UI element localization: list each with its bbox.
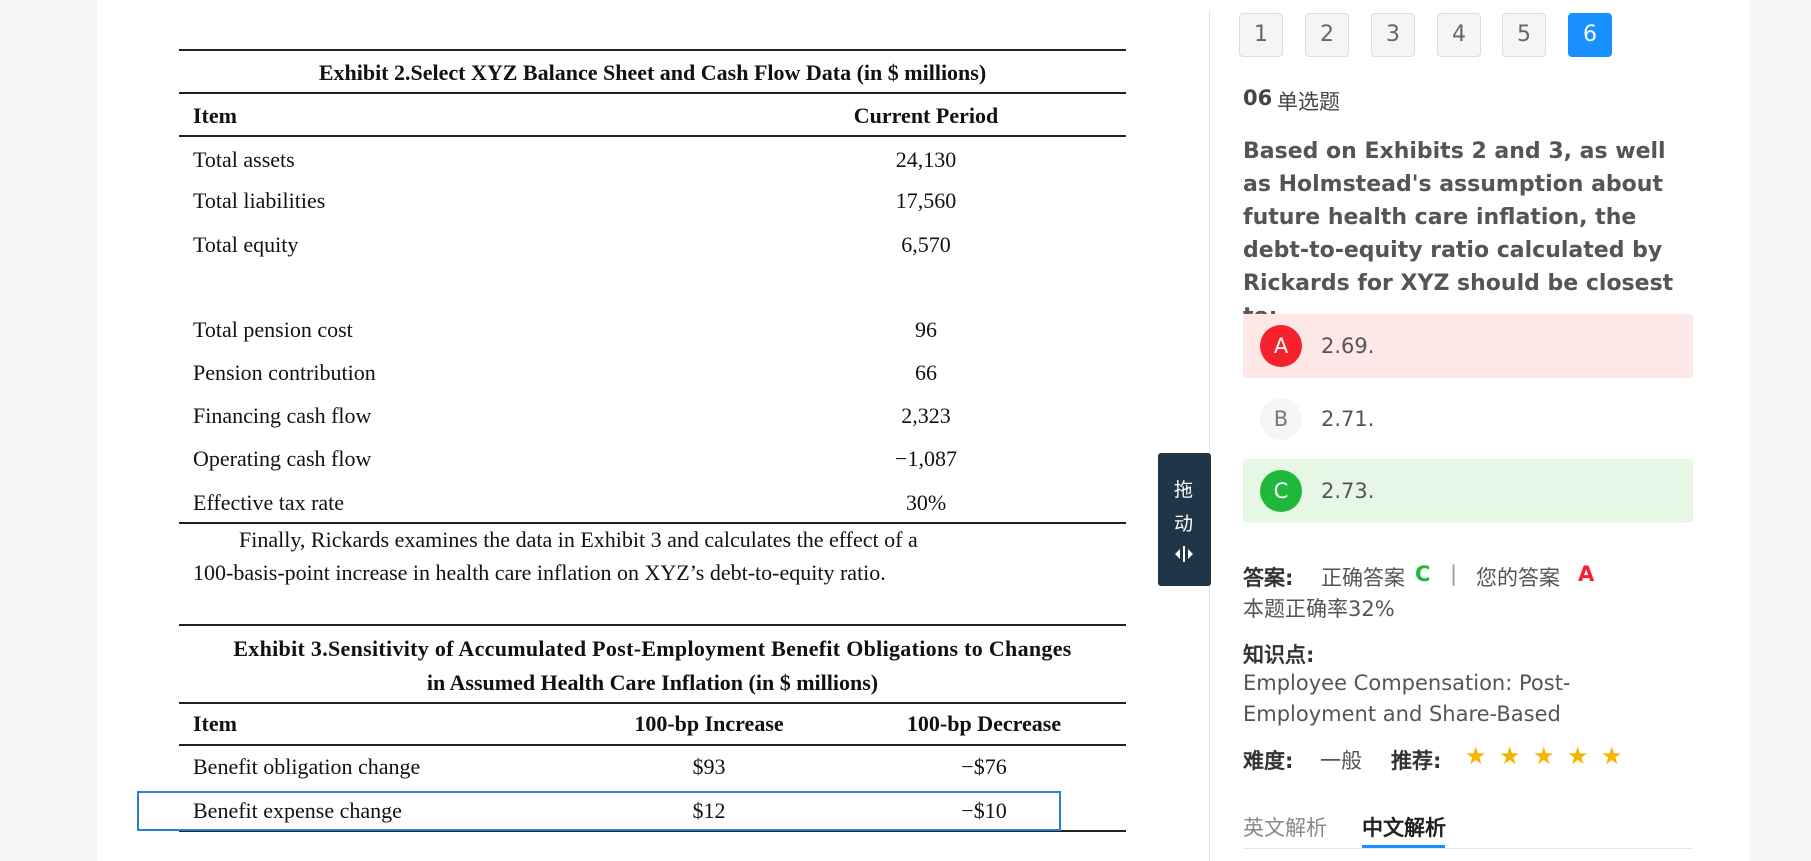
correct-label: 正确答案 <box>1321 566 1405 590</box>
page-button[interactable]: 4 <box>1437 13 1481 57</box>
handle-text: 拖 <box>1174 479 1194 501</box>
star: ★ <box>1533 742 1555 770</box>
your-answer: A <box>1578 562 1595 586</box>
exhibit-title: in Assumed Health Care Inflation (in $ m… <box>426 670 879 695</box>
star: ★ <box>1601 742 1623 770</box>
accuracy: 本题正确率32% <box>1243 597 1395 621</box>
tab-underline <box>1362 845 1445 848</box>
option-letter: C <box>1260 470 1302 512</box>
row-label: Benefit expense change <box>193 798 402 823</box>
rule <box>179 49 1126 51</box>
cell: 66 <box>915 360 937 385</box>
column-header: Item <box>193 103 237 128</box>
page-button[interactable]: 3 <box>1371 13 1415 57</box>
knowledge-label: 知识点: <box>1243 643 1315 667</box>
cell: 96 <box>915 317 937 342</box>
cell: $93 <box>692 754 726 779</box>
column-header: 100-bp Decrease <box>906 711 1062 736</box>
question-number: 06 <box>1243 86 1273 110</box>
cell: $12 <box>692 798 726 823</box>
option[interactable]: C 2.73. <box>1243 459 1693 523</box>
rule <box>179 744 1126 746</box>
answer-label: 答案: <box>1243 566 1294 590</box>
paragraph-line: Finally, Rickards examines the data in E… <box>239 527 918 552</box>
column-header: 100-bp Increase <box>634 711 784 736</box>
tabs-rule <box>1243 848 1693 849</box>
row-label: Total pension cost <box>193 317 353 342</box>
row-label: Total equity <box>193 232 299 257</box>
option-text: 2.69. <box>1321 334 1375 358</box>
knowledge-text: Employee Compensation: Post-Employment a… <box>1243 671 1571 726</box>
cell: −1,087 <box>895 446 957 471</box>
row-label: Operating cash flow <box>193 446 372 471</box>
cell: 6,570 <box>901 232 951 257</box>
row-label: Total liabilities <box>193 188 326 213</box>
tab[interactable]: 中文解析 <box>1362 816 1446 840</box>
separator: | <box>1450 562 1458 586</box>
cell: −$76 <box>961 754 1007 779</box>
option-text: 2.71. <box>1321 407 1375 431</box>
option[interactable]: A 2.69. <box>1243 314 1693 378</box>
cell: 2,323 <box>901 403 951 428</box>
tab[interactable]: 英文解析 <box>1243 816 1327 840</box>
yours-label: 您的答案 <box>1476 566 1560 590</box>
divider <box>1209 10 1210 861</box>
star: ★ <box>1567 742 1589 770</box>
question-type: 单选题 <box>1277 90 1340 114</box>
page-button[interactable]: 6 <box>1568 13 1612 57</box>
question-text: Based on Exhibits 2 and 3, as well as Ho… <box>1243 139 1674 329</box>
correct-answer: C <box>1415 562 1431 586</box>
option-text: 2.73. <box>1321 479 1375 503</box>
rule <box>179 92 1126 94</box>
exhibit-title: Exhibit 3.Sensitivity of Accumulated Pos… <box>233 636 1072 661</box>
highlight-box <box>137 791 1061 831</box>
row-label: Effective tax rate <box>193 490 345 515</box>
column-header: Current Period <box>853 103 999 128</box>
recommend-label: 推荐: <box>1391 749 1442 773</box>
option[interactable]: B 2.71. <box>1243 387 1693 451</box>
rule <box>179 522 1126 524</box>
rule <box>179 135 1126 137</box>
row-label: Pension contribution <box>193 360 376 385</box>
paragraph-line: 100-basis-point increase in health care … <box>193 560 886 585</box>
handle-text: 动 <box>1174 513 1194 535</box>
difficulty: 一般 <box>1320 749 1362 773</box>
rule <box>179 702 1126 704</box>
cell: 17,560 <box>895 188 957 213</box>
rule <box>179 624 1126 626</box>
cell: 30% <box>905 490 947 515</box>
cell: 24,130 <box>895 147 957 172</box>
difficulty-label: 难度: <box>1243 749 1294 773</box>
row-label: Total assets <box>193 147 295 172</box>
page-button[interactable]: 5 <box>1502 13 1546 57</box>
row-label: Benefit obligation change <box>193 754 421 779</box>
star: ★ <box>1499 742 1521 770</box>
exhibit-title: Exhibit 2.Select XYZ Balance Sheet and C… <box>318 60 987 85</box>
page-button[interactable]: 2 <box>1305 13 1349 57</box>
option-letter: B <box>1260 398 1302 440</box>
option-letter: A <box>1260 325 1302 367</box>
drag-handle[interactable]: 拖动 <box>1158 453 1211 586</box>
column-header: Item <box>193 711 237 736</box>
star: ★ <box>1465 742 1487 770</box>
page-button[interactable]: 1 <box>1239 13 1283 57</box>
cell: −$10 <box>961 798 1007 823</box>
row-label: Financing cash flow <box>193 403 372 428</box>
drag-icon <box>1175 546 1193 562</box>
